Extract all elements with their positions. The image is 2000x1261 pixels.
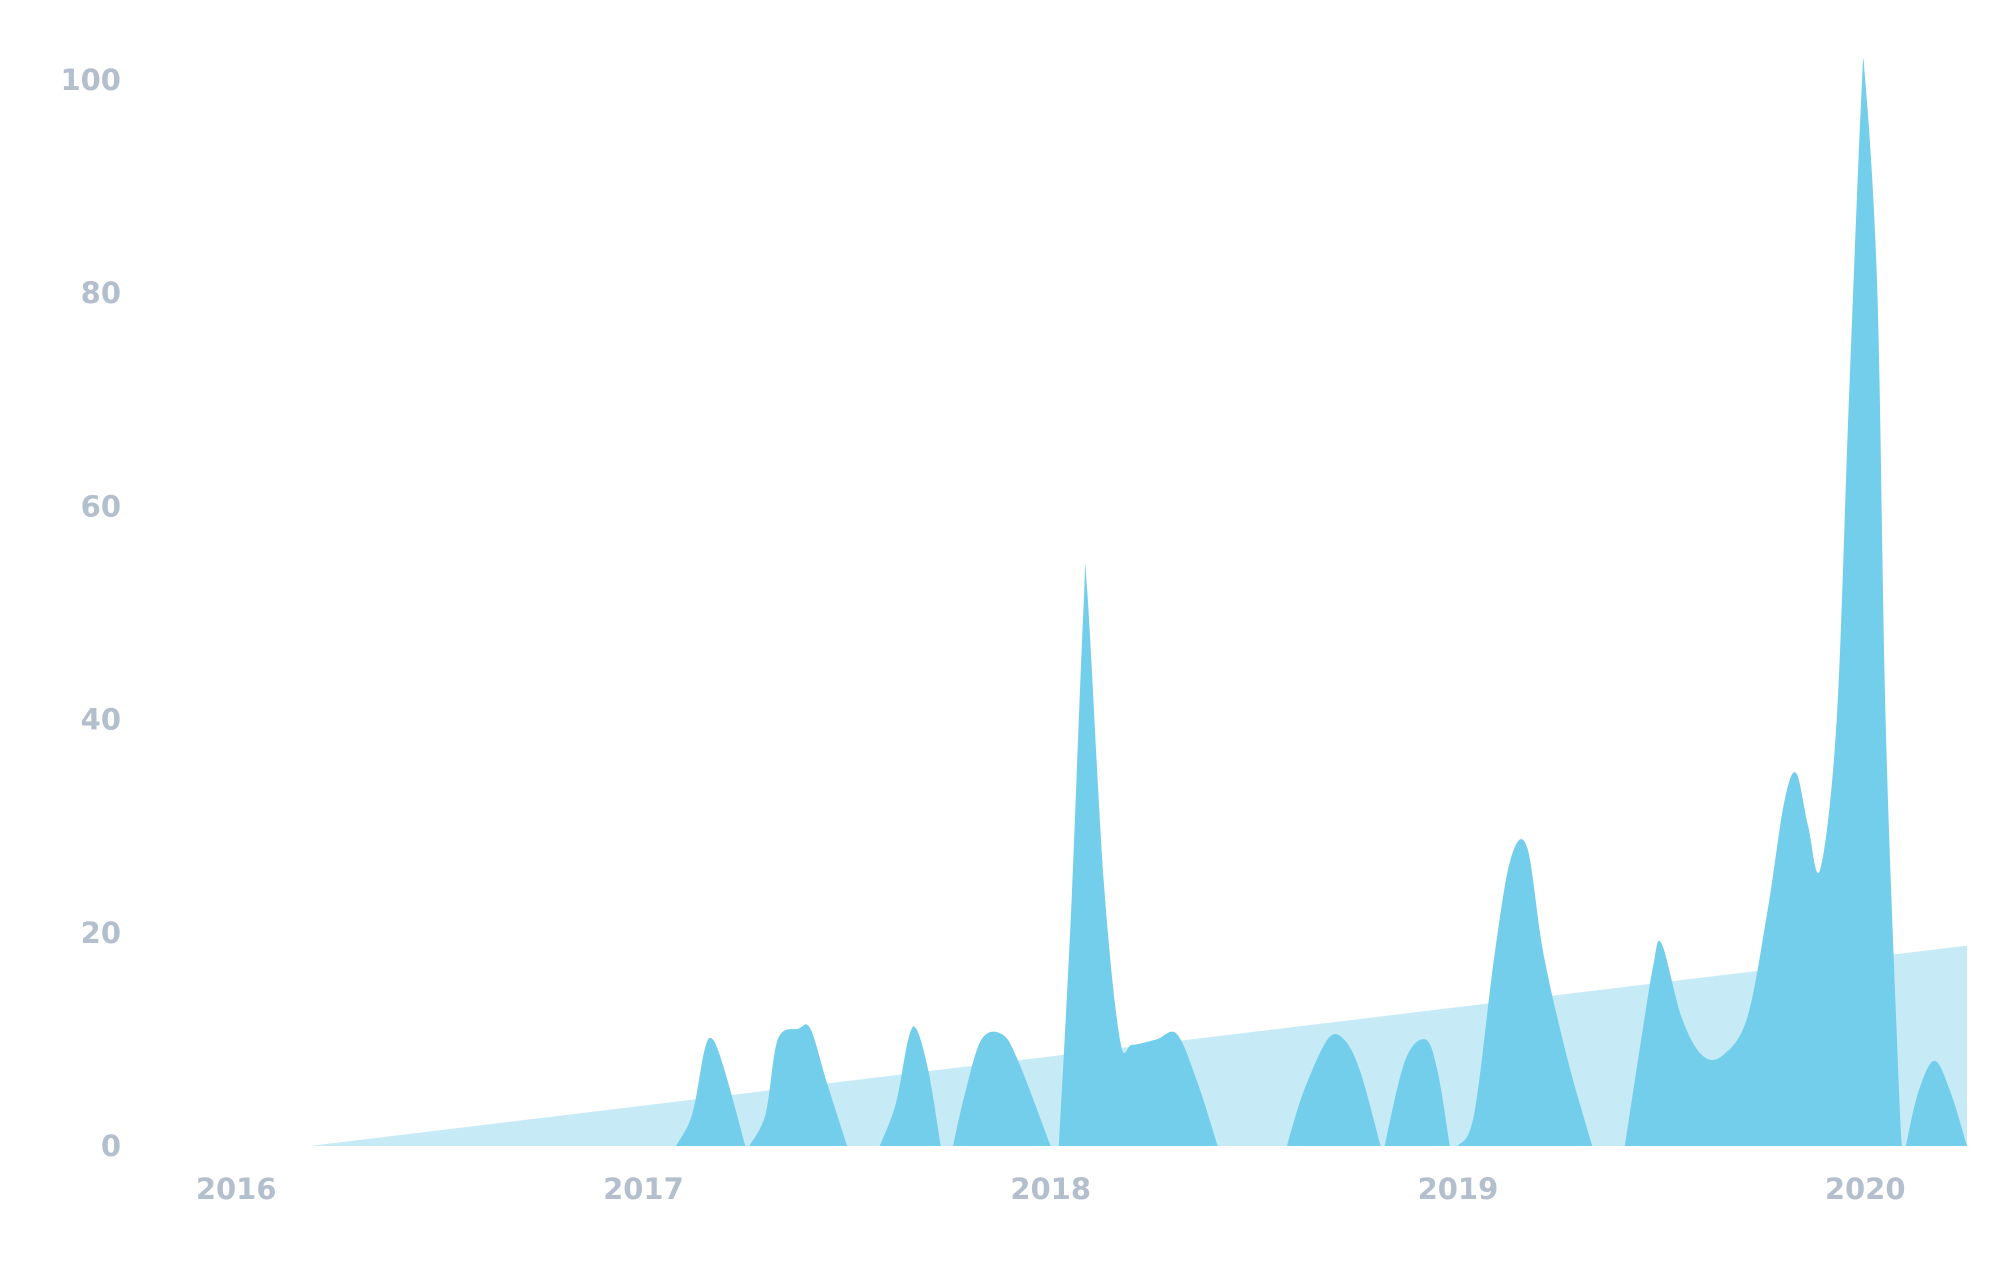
y-tick-label: 100	[60, 63, 121, 97]
series-area-segment	[879, 1026, 941, 1146]
series-area-segment	[1624, 58, 1902, 1146]
x-tick-label: 2016	[196, 1172, 277, 1206]
y-tick-label: 40	[81, 703, 121, 737]
series-area-segment	[1058, 564, 1218, 1146]
x-tick-label: 2020	[1825, 1172, 1906, 1206]
y-tick-label: 20	[81, 916, 121, 950]
x-tick-label: 2019	[1418, 1172, 1499, 1206]
y-tick-label: 60	[81, 489, 121, 523]
series-layer	[676, 58, 1967, 1146]
series-area-segment	[953, 1031, 1051, 1146]
series-area-segment	[1457, 839, 1593, 1146]
x-axis-tick-labels: 2016 2017 2018 2019 2020	[196, 1172, 1906, 1206]
series-area-segment	[749, 1024, 848, 1146]
series-area-segment	[1286, 1033, 1381, 1146]
series-area-segment	[1384, 1039, 1450, 1146]
x-tick-label: 2018	[1010, 1172, 1091, 1206]
y-tick-label: 0	[101, 1129, 121, 1163]
series-area-segment	[1905, 1060, 1967, 1146]
y-axis-tick-labels: 0 20 40 60 80 100	[60, 63, 121, 1163]
x-tick-label: 2017	[603, 1172, 684, 1206]
y-tick-label: 80	[81, 276, 121, 310]
series-area-segment	[676, 1037, 746, 1146]
